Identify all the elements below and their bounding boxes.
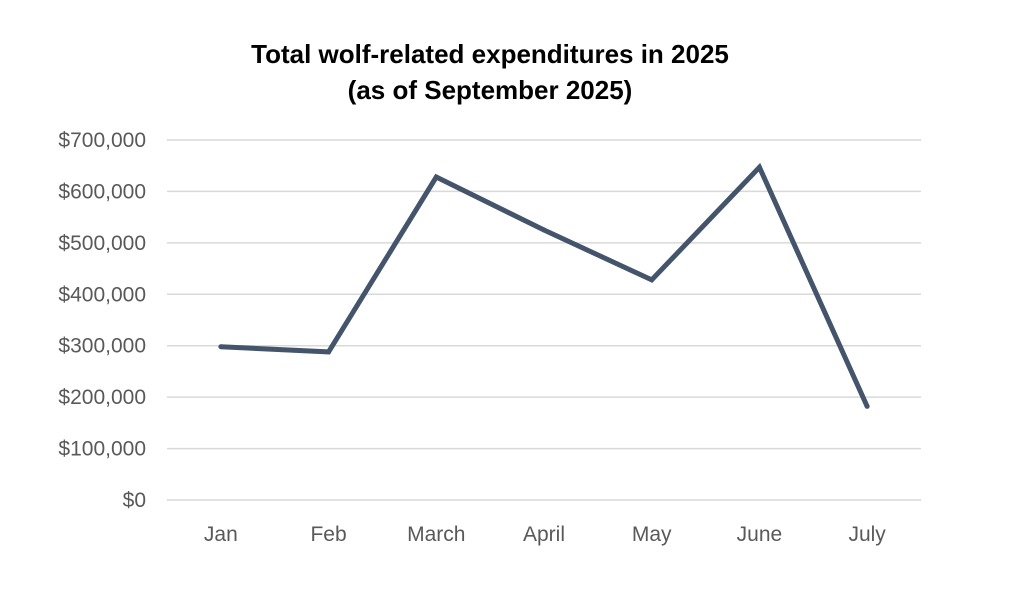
chart-subtitle: (as of September 2025) xyxy=(347,75,633,105)
data-point xyxy=(326,349,332,355)
series-line xyxy=(220,162,870,408)
data-point xyxy=(541,227,547,233)
data-point xyxy=(756,164,762,170)
chart-title: Total wolf-related expenditures in 2025 xyxy=(251,39,729,69)
y-tick-label: $100,000 xyxy=(58,438,146,461)
x-tick-label: June xyxy=(737,523,783,546)
data-points xyxy=(218,164,870,409)
data-point xyxy=(649,277,655,283)
x-tick-label: May xyxy=(632,523,672,546)
x-tick-label: July xyxy=(848,523,886,546)
gridlines xyxy=(167,139,921,501)
x-tick-label: Feb xyxy=(310,523,346,546)
y-tick-label: $700,000 xyxy=(58,129,146,152)
y-axis: $0 $100,000 $200,000 $300,000 $400,000 $500,0… xyxy=(58,129,146,512)
y-tick-label: $500,000 xyxy=(58,232,146,255)
y-tick-label: $200,000 xyxy=(58,386,146,409)
x-axis: Jan Feb March April May June July xyxy=(204,523,886,546)
x-tick-label: March xyxy=(407,523,465,546)
x-tick-label: Jan xyxy=(204,523,238,546)
y-tick-label: $600,000 xyxy=(58,180,146,203)
data-point xyxy=(433,174,439,180)
data-point xyxy=(218,344,224,350)
x-tick-label: April xyxy=(523,523,565,546)
y-tick-label: $300,000 xyxy=(58,335,146,358)
chart-title-block: Total wolf-related expenditures in 2025 … xyxy=(190,36,790,108)
y-tick-label: $0 xyxy=(123,489,146,512)
data-point xyxy=(864,403,870,409)
y-tick-label: $400,000 xyxy=(58,283,146,306)
